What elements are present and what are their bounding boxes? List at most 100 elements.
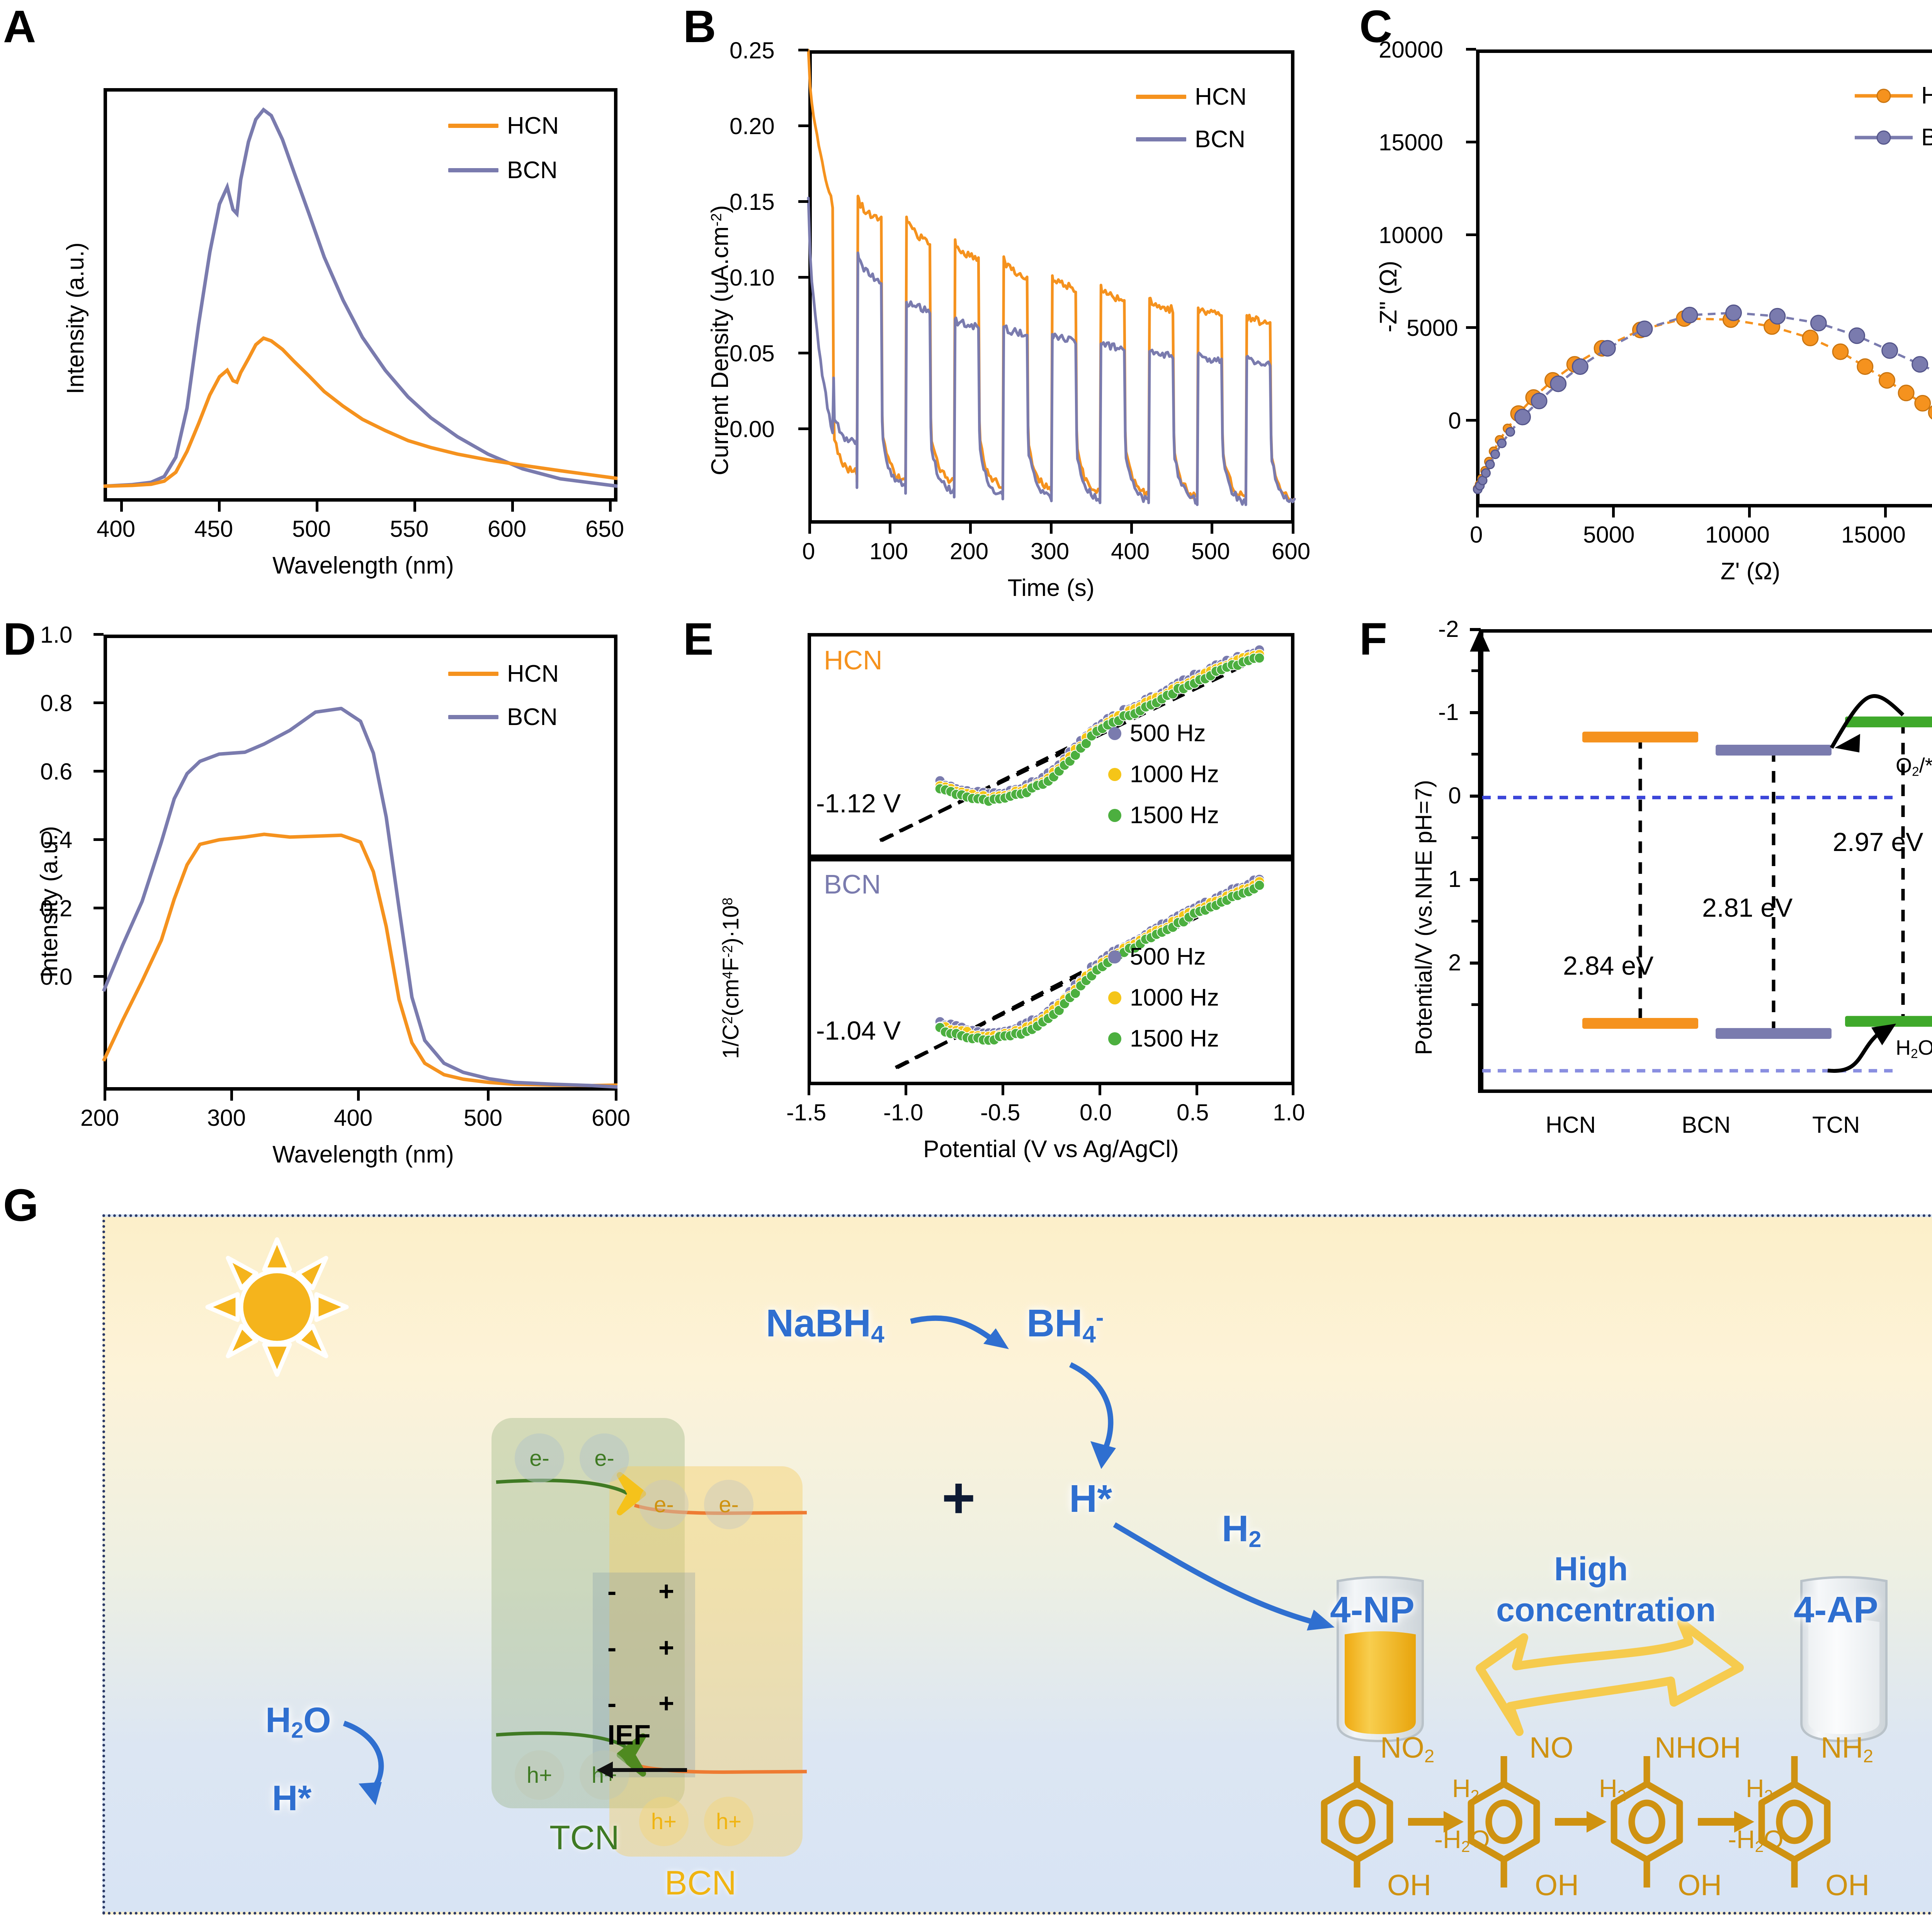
y-tick: 0 bbox=[1448, 782, 1461, 809]
x-tick: 450 bbox=[194, 516, 233, 542]
legend-label-bcn: BCN bbox=[1921, 124, 1932, 151]
legend-label-1500hz: 1500 Hz bbox=[1130, 1025, 1219, 1052]
bh4-sub: 4 bbox=[1082, 1321, 1095, 1348]
legend-label-1500hz: 1500 Hz bbox=[1130, 802, 1219, 829]
carrier-electron-tcn-1: e- bbox=[515, 1433, 564, 1483]
carrier-electron-tcn-2: e- bbox=[580, 1433, 629, 1483]
ylabel-tail: )·10 bbox=[718, 905, 743, 945]
scheme-step-above-2: H2 bbox=[1746, 1774, 1773, 1805]
legend-label-hcn: HCN bbox=[507, 112, 559, 140]
ylabel-lead: 1/C bbox=[718, 1024, 743, 1059]
x-tick: 400 bbox=[97, 516, 135, 542]
legend-label-500hz: 500 Hz bbox=[1130, 943, 1206, 970]
step-sub: 2 bbox=[1755, 1838, 1764, 1855]
bh4-label: BH4- bbox=[1027, 1301, 1104, 1348]
panel-f-cat-tcn: TCN bbox=[1812, 1111, 1860, 1138]
panel-f-refline-label-o2: O2/*O2- (-0.33 V) bbox=[1896, 754, 1932, 779]
water-label: H2O bbox=[265, 1700, 331, 1743]
h2o-tail: O bbox=[303, 1700, 331, 1740]
y-tick: 2 bbox=[1448, 949, 1461, 976]
legend-dot-500hz bbox=[1108, 950, 1121, 963]
panel-f-cat-bcn: BCN bbox=[1682, 1111, 1731, 1138]
y-tick: 0.15 bbox=[730, 189, 775, 215]
panel-b: B 0.25 0.20 0.15 0.10 0.05 0.00 0 100 20… bbox=[680, 0, 1352, 611]
legend-dot-500hz bbox=[1108, 727, 1121, 740]
plus-sign: + bbox=[942, 1464, 976, 1531]
ief-minus-1: - bbox=[607, 1576, 616, 1607]
panel-f-refline-label-h2o: H2O/*OH (2.38 V) bbox=[1896, 1036, 1932, 1061]
series-hcn-curve bbox=[104, 338, 617, 486]
ylabel-mid2: F bbox=[718, 958, 743, 971]
panel-f-diagram bbox=[1480, 629, 1932, 1093]
beaker-4ap-label: 4-AP bbox=[1794, 1589, 1878, 1631]
x-tick: 0.0 bbox=[1080, 1099, 1112, 1126]
carrier-label: e- bbox=[594, 1445, 614, 1471]
tcn-cb-line bbox=[496, 1481, 633, 1498]
x-tick: 10000 bbox=[1705, 521, 1770, 548]
y-tick: 0.00 bbox=[730, 416, 775, 443]
scheme-bottom-group-2: OH bbox=[1678, 1869, 1722, 1902]
legend-item-1000hz-top: 1000 Hz bbox=[1108, 761, 1219, 788]
y-tick: 0.25 bbox=[730, 37, 775, 64]
step-post: O bbox=[1764, 1825, 1783, 1854]
ylabel-sup4: 8 bbox=[719, 898, 735, 905]
x-tick: -0.5 bbox=[980, 1099, 1020, 1126]
y-tick: 20000 bbox=[1379, 36, 1443, 63]
carrier-electron-bcn-2: e- bbox=[704, 1480, 753, 1529]
x-tick: 0 bbox=[802, 538, 815, 565]
step-main: H bbox=[1746, 1774, 1764, 1802]
x-tick: 500 bbox=[464, 1105, 502, 1131]
step-sub: 2 bbox=[1471, 1787, 1480, 1804]
carrier-label: e- bbox=[654, 1492, 674, 1518]
y-tick: 5000 bbox=[1406, 315, 1458, 341]
legend-item-bcn: BCN bbox=[448, 703, 558, 731]
legend-item-hcn: HCN bbox=[448, 112, 559, 140]
legend-item-hcn: HCN bbox=[1855, 82, 1932, 109]
h-star-label-left: H* bbox=[272, 1778, 311, 1819]
panel-c: C 20000 15000 10000 5000 0 0 5000 10000 … bbox=[1352, 0, 1932, 611]
legend-marker-hcn bbox=[1855, 88, 1913, 104]
panel-e-bcn-flatband: -1.04 V bbox=[816, 1016, 901, 1046]
y-tick: 1.0 bbox=[40, 621, 72, 648]
legend-item-bcn: BCN bbox=[448, 157, 558, 184]
panel-b-ylabel-tail: ) bbox=[707, 205, 733, 213]
legend-label-500hz: 500 Hz bbox=[1130, 720, 1206, 747]
nabh4-sub: 4 bbox=[871, 1321, 884, 1348]
step-main: H bbox=[1452, 1774, 1471, 1802]
y-tick: 10000 bbox=[1379, 222, 1443, 248]
bh4-to-hstar-arrow bbox=[1063, 1360, 1152, 1476]
x-tick: 5000 bbox=[1583, 521, 1634, 548]
bcn-caption: BCN bbox=[665, 1863, 736, 1903]
panel-e-xlabel: Potential (V vs Ag/AgCl) bbox=[881, 1135, 1221, 1163]
step-sub: 2 bbox=[1764, 1787, 1773, 1804]
panel-a: A 400 450 500 550 600 650 Wavelength (nm… bbox=[0, 0, 680, 611]
x-tick: 15000 bbox=[1841, 521, 1906, 548]
nabh4-main: NaBH bbox=[766, 1302, 871, 1345]
y-tick: 0.20 bbox=[730, 113, 775, 140]
y-tick: 0 bbox=[1448, 407, 1461, 434]
panel-a-xlabel: Wavelength (nm) bbox=[232, 552, 495, 579]
scheme-bottom-group-3: OH bbox=[1825, 1869, 1869, 1902]
carrier-hole-bcn-2: h+ bbox=[704, 1797, 753, 1846]
ief-plus-1: + bbox=[658, 1576, 674, 1607]
panel-d: D 1.0 0.8 0.6 0.4 0.2 0.0 200 300 400 50… bbox=[0, 611, 680, 1183]
grp-sub: 2 bbox=[1424, 1746, 1434, 1766]
legend-label-hcn: HCN bbox=[1195, 83, 1247, 111]
grp-main: NO bbox=[1529, 1731, 1573, 1764]
panel-e-bcn-title: BCN bbox=[824, 869, 881, 900]
panel-e-hcn-flatband: -1.12 V bbox=[816, 788, 901, 819]
panel-a-ylabel: Intensity (a.u.) bbox=[62, 242, 89, 394]
legend-line-hcn bbox=[1136, 95, 1186, 99]
o2-main: O bbox=[1896, 754, 1912, 777]
x-tick: 400 bbox=[1111, 538, 1150, 565]
legend-dot-1000hz bbox=[1108, 991, 1121, 1004]
y-tick: -1 bbox=[1438, 699, 1459, 725]
h2o-main: H bbox=[265, 1700, 291, 1740]
panel-b-label: B bbox=[683, 4, 716, 49]
scheme-top-group-3: NH2 bbox=[1821, 1731, 1873, 1767]
panel-e: E HCN BCN -1.12 V -1.04 V 500 Hz 1000 Hz… bbox=[680, 611, 1352, 1183]
ylabel-mid: (cm bbox=[718, 979, 743, 1016]
carrier-electron-bcn-1: e- bbox=[639, 1480, 689, 1529]
panel-a-curves bbox=[104, 88, 617, 502]
panel-d-xlabel: Wavelength (nm) bbox=[232, 1141, 495, 1168]
